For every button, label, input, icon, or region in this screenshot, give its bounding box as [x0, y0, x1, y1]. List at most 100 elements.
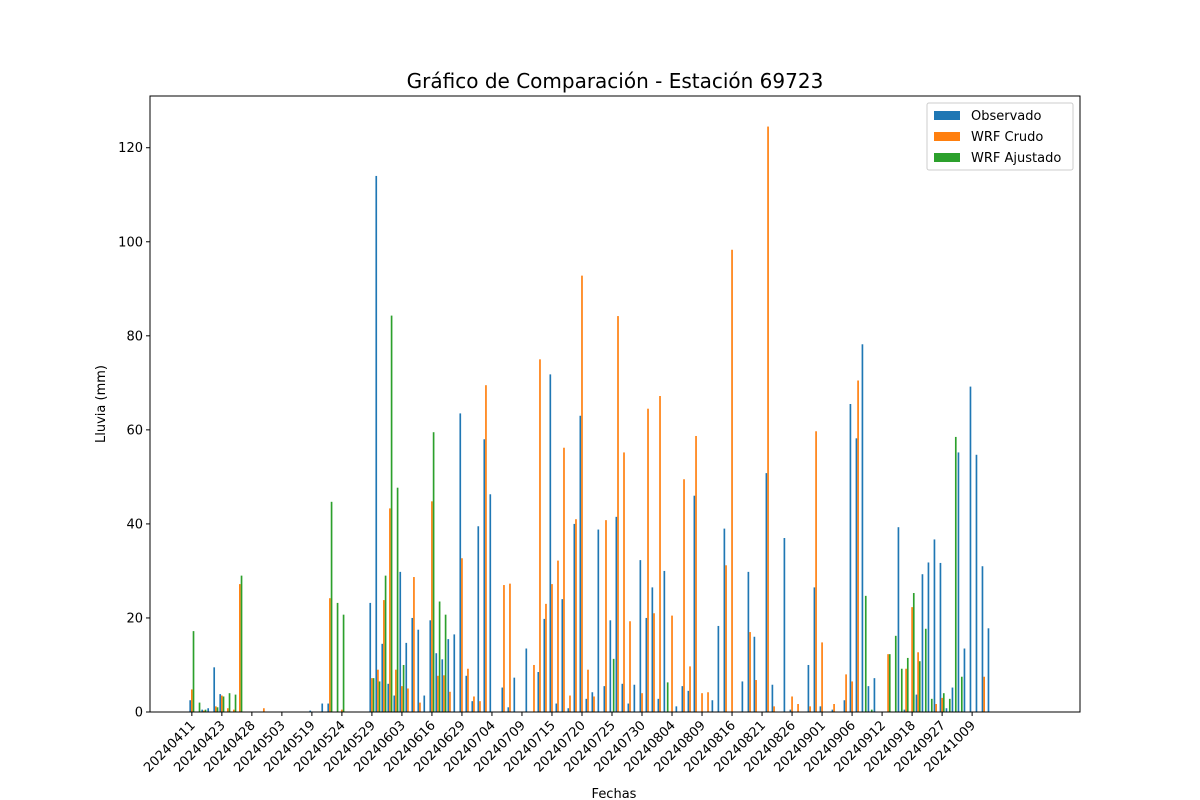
bar	[513, 677, 516, 712]
bar	[569, 695, 571, 712]
bar	[831, 709, 834, 712]
bar	[573, 523, 576, 712]
bar	[821, 642, 823, 712]
bar	[423, 695, 426, 712]
bar	[749, 632, 751, 712]
bar	[954, 436, 957, 712]
bar	[419, 702, 421, 712]
bar	[681, 686, 684, 712]
bar	[933, 539, 936, 712]
bar	[192, 631, 195, 712]
legend-label: WRF Ajustado	[971, 151, 1061, 166]
bar	[581, 275, 583, 712]
bar	[789, 709, 792, 712]
bar	[617, 316, 619, 712]
bar	[731, 249, 733, 712]
bar	[969, 386, 972, 712]
bar	[441, 659, 444, 712]
bar	[461, 558, 463, 712]
bar	[963, 648, 966, 712]
legend: Observado WRF Crudo WRF Ajustado	[926, 102, 1074, 171]
bar	[741, 681, 744, 712]
bar	[191, 689, 193, 712]
bar	[833, 704, 835, 712]
bar	[975, 454, 978, 712]
bar	[815, 431, 817, 712]
bar	[609, 620, 612, 712]
bar	[851, 681, 853, 712]
bar	[575, 519, 577, 712]
bar	[641, 693, 643, 712]
bar	[593, 696, 595, 712]
bar	[747, 571, 750, 712]
bar	[233, 709, 235, 712]
bar	[240, 575, 243, 712]
bar	[435, 653, 438, 712]
bar	[222, 696, 225, 712]
bar	[431, 501, 433, 712]
y-axis-label: Lluvia (mm)	[94, 365, 109, 443]
bar	[336, 602, 339, 712]
bar	[533, 664, 535, 712]
bar	[587, 669, 589, 712]
bar	[378, 681, 381, 712]
bar	[509, 583, 511, 712]
bar	[483, 439, 486, 712]
bar	[342, 614, 345, 712]
bar	[612, 658, 615, 712]
bar	[948, 698, 951, 712]
bar	[444, 614, 447, 712]
bar	[198, 702, 201, 712]
bar	[390, 315, 393, 712]
bar	[563, 447, 565, 712]
y-tick-label: 100	[118, 235, 143, 250]
bar	[369, 602, 372, 712]
bar	[867, 686, 870, 712]
bar	[216, 707, 219, 712]
bar	[987, 628, 990, 712]
bar	[375, 175, 378, 712]
bar	[983, 676, 985, 712]
bar	[485, 385, 487, 712]
bar	[396, 487, 399, 712]
bar	[639, 560, 642, 712]
bar	[905, 668, 907, 712]
bar	[330, 501, 333, 712]
bar	[930, 698, 933, 712]
bar	[621, 683, 624, 712]
bar	[861, 344, 864, 712]
legend-swatch	[934, 132, 960, 141]
bar	[438, 601, 441, 712]
bar	[689, 666, 691, 712]
chart-title: Gráfico de Comparación - Estación 69723	[407, 69, 824, 93]
bar	[870, 709, 873, 712]
bar	[651, 587, 654, 712]
bar	[579, 415, 582, 712]
bar	[845, 674, 847, 712]
bar	[671, 615, 673, 712]
bar	[809, 706, 811, 712]
bar	[603, 686, 606, 712]
bar	[773, 706, 775, 712]
legend-swatch	[934, 153, 960, 162]
bar	[951, 687, 954, 712]
bar	[443, 675, 445, 712]
bar	[813, 587, 816, 712]
bar	[753, 636, 756, 712]
bar	[449, 691, 451, 712]
bar	[503, 585, 505, 712]
y-tick-label: 40	[126, 517, 143, 532]
y-tick-label: 20	[126, 611, 143, 626]
bar	[695, 435, 697, 712]
bar	[381, 643, 384, 712]
bar	[911, 607, 913, 712]
legend-swatch	[934, 111, 960, 120]
bar	[207, 708, 210, 712]
bar	[597, 529, 600, 712]
bar	[453, 634, 456, 712]
bar	[537, 672, 540, 712]
bar	[917, 652, 919, 712]
bar	[663, 570, 666, 712]
bar	[189, 700, 192, 712]
